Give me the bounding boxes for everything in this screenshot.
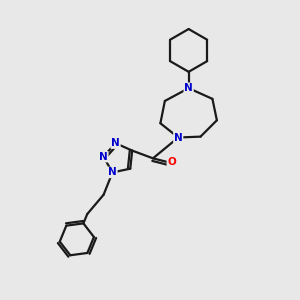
Text: N: N xyxy=(184,83,193,93)
Text: N: N xyxy=(174,133,183,142)
Text: O: O xyxy=(167,158,176,167)
Text: N: N xyxy=(111,138,120,148)
Text: N: N xyxy=(99,152,108,162)
Text: N: N xyxy=(108,167,117,177)
